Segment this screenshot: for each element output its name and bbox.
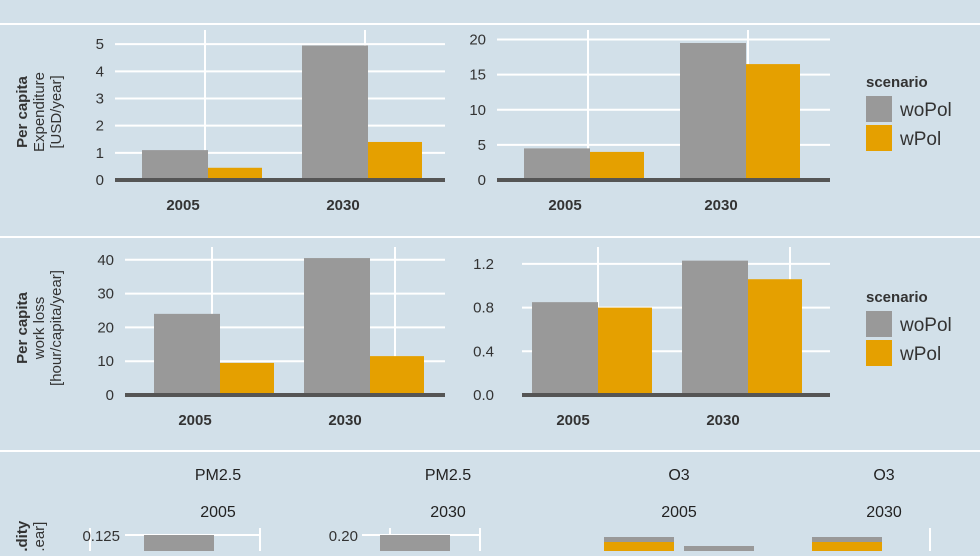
row-label-morbidity-line1: ...dity — [14, 520, 31, 551]
ytick-label: 1 — [96, 145, 104, 162]
legend-label-wPol: wPol — [899, 129, 941, 150]
row-label-workloss-line3: [hour/capita/year] — [48, 270, 65, 386]
xtick-label: 2005 — [178, 412, 211, 429]
row-label-expenditure: Per capita Expenditure [USD/year] — [14, 72, 65, 152]
ytick-label: 4 — [96, 63, 104, 80]
ytick-label: 10 — [97, 353, 114, 370]
bar-wPol — [604, 542, 674, 551]
ytick-label: 0 — [96, 172, 104, 189]
ytick-label: 40 — [97, 252, 114, 269]
legend-swatch-wPol — [866, 340, 892, 366]
panel-morbidity-partial: 0.125 0.20 ... — [82, 528, 931, 556]
bar-woPol-2005 — [142, 150, 208, 180]
legend-middle: scenario woPol wPol — [866, 289, 952, 366]
strip-1-year: 2005 — [200, 504, 236, 521]
strip-3-year: 2005 — [661, 504, 697, 521]
xtick-label: 2030 — [704, 197, 737, 214]
ytick-label: 15 — [469, 67, 486, 84]
bar-woPol-2030 — [304, 258, 370, 395]
legend-swatch-wPol — [866, 125, 892, 151]
row-label-morbidity: ...dity ...ear] — [14, 520, 48, 556]
bar-woPol-2005 — [154, 313, 220, 395]
row-label-expenditure-line2: Expenditure — [31, 72, 48, 152]
bar-woPol — [380, 535, 450, 551]
facet-strips: PM2.5 2005 PM2.5 2030 O3 2005 O3 2030 — [195, 467, 902, 521]
legend-title: scenario — [866, 289, 928, 306]
bar-woPol-2005 — [532, 302, 598, 395]
ytick-label: 10 — [469, 102, 486, 119]
strip-1-pollutant: PM2.5 — [195, 467, 241, 484]
ytick-label: 5 — [96, 36, 104, 53]
xtick-label: 2030 — [706, 412, 739, 429]
bar-wPol-2030 — [370, 356, 424, 395]
ytick-label: 20 — [469, 32, 486, 49]
xtick-label: 2005 — [548, 197, 581, 214]
ytick-label: 5 — [478, 137, 486, 154]
bar-woPol — [144, 535, 214, 551]
row-label-expenditure-line1: Per capita — [14, 75, 31, 147]
xtick-label: 2030 — [326, 197, 359, 214]
panel-expenditure-left: 0 1 2 3 4 5 2005 2030 — [96, 30, 445, 214]
xtick-label: 2030 — [328, 412, 361, 429]
legend-label-wPol: wPol — [899, 344, 941, 365]
bar-wPol-2030 — [748, 279, 802, 395]
ytick-label: 3 — [96, 90, 104, 107]
ytick-label: ... — [557, 543, 570, 551]
ytick-label: 1.2 — [473, 256, 494, 273]
legend-title: scenario — [866, 74, 928, 91]
ytick-label: 2 — [96, 118, 104, 135]
legend-swatch-woPol — [866, 96, 892, 122]
bar-wPol-2005 — [598, 307, 652, 395]
strip-2-year: 2030 — [430, 504, 466, 521]
row-label-workloss-line1: Per capita — [14, 291, 31, 363]
ytick-label: 0.125 — [82, 528, 120, 545]
bar-woPol — [684, 546, 754, 551]
panel-expenditure-right: 0 5 10 15 20 2005 2030 — [469, 30, 830, 214]
strip-2-pollutant: PM2.5 — [425, 467, 471, 484]
xtick-label: 2005 — [166, 197, 199, 214]
xtick-label: 2005 — [556, 412, 589, 429]
bar-wPol-2005 — [590, 151, 644, 180]
ytick-label: 0.4 — [473, 343, 494, 360]
row-label-workloss-line2: work loss — [31, 297, 48, 361]
row-label-morbidity-line2: ...ear] — [31, 522, 48, 551]
bar-wPol-2030 — [368, 141, 422, 180]
ytick-label: 0.8 — [473, 300, 494, 317]
row-label-workloss: Per capita work loss [hour/capita/year] — [14, 270, 65, 386]
ytick-label: 0 — [478, 172, 486, 189]
bar-woPol-2030 — [680, 43, 746, 181]
ytick-label: 20 — [97, 319, 114, 336]
bar-woPol-2030 — [682, 260, 748, 395]
ytick-label: 0.20 — [329, 528, 358, 545]
bar-woPol-2005 — [524, 148, 590, 180]
strip-3-pollutant: O3 — [668, 467, 689, 484]
panel-workloss-right: 0.0 0.4 0.8 1.2 2005 2030 — [473, 247, 830, 429]
bar-wPol-2005 — [220, 362, 274, 395]
strip-4-year: 2030 — [866, 504, 902, 521]
legend-swatch-woPol — [866, 311, 892, 337]
strip-4-pollutant: O3 — [873, 467, 894, 484]
bar-wPol-2030 — [746, 64, 800, 180]
row-label-expenditure-line3: [USD/year] — [48, 75, 65, 148]
bar-woPol-2030 — [302, 45, 368, 181]
bar-wPol — [812, 542, 882, 551]
legend-label-woPol: woPol — [899, 100, 952, 121]
legend-label-woPol: woPol — [899, 315, 952, 336]
ytick-label: 0 — [106, 387, 114, 404]
ytick-label: 0.0 — [473, 387, 494, 404]
legend-top: scenario woPol wPol — [866, 74, 952, 151]
bar-wPol-2005 — [208, 167, 262, 180]
ytick-label: 30 — [97, 286, 114, 303]
